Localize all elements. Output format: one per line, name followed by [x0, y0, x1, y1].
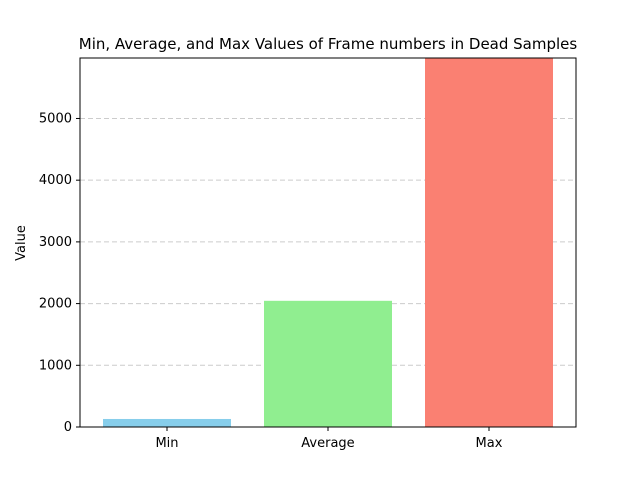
y-axis-label: Value: [14, 225, 29, 261]
x-tick-label-min: Min: [155, 436, 178, 451]
x-tick-label-max: Max: [476, 436, 503, 451]
x-tick-label-average: Average: [301, 436, 354, 451]
y-tick-label-4000: 4000: [39, 173, 72, 188]
y-tick-label-1000: 1000: [39, 358, 72, 373]
x-axis-ticks: Min Average Max: [155, 427, 503, 451]
y-tick-label-3000: 3000: [39, 235, 72, 250]
chart-title: Min, Average, and Max Values of Frame nu…: [79, 35, 578, 53]
y-axis-ticks: 0 1000 2000 3000 4000 5000: [39, 111, 80, 435]
bars-layer: [103, 58, 553, 427]
bar-max: [425, 58, 553, 427]
bar-min: [103, 418, 231, 427]
bar-average: [264, 300, 392, 427]
y-tick-label-5000: 5000: [39, 111, 72, 126]
y-tick-label-0: 0: [64, 420, 72, 435]
y-tick-label-2000: 2000: [39, 297, 72, 312]
